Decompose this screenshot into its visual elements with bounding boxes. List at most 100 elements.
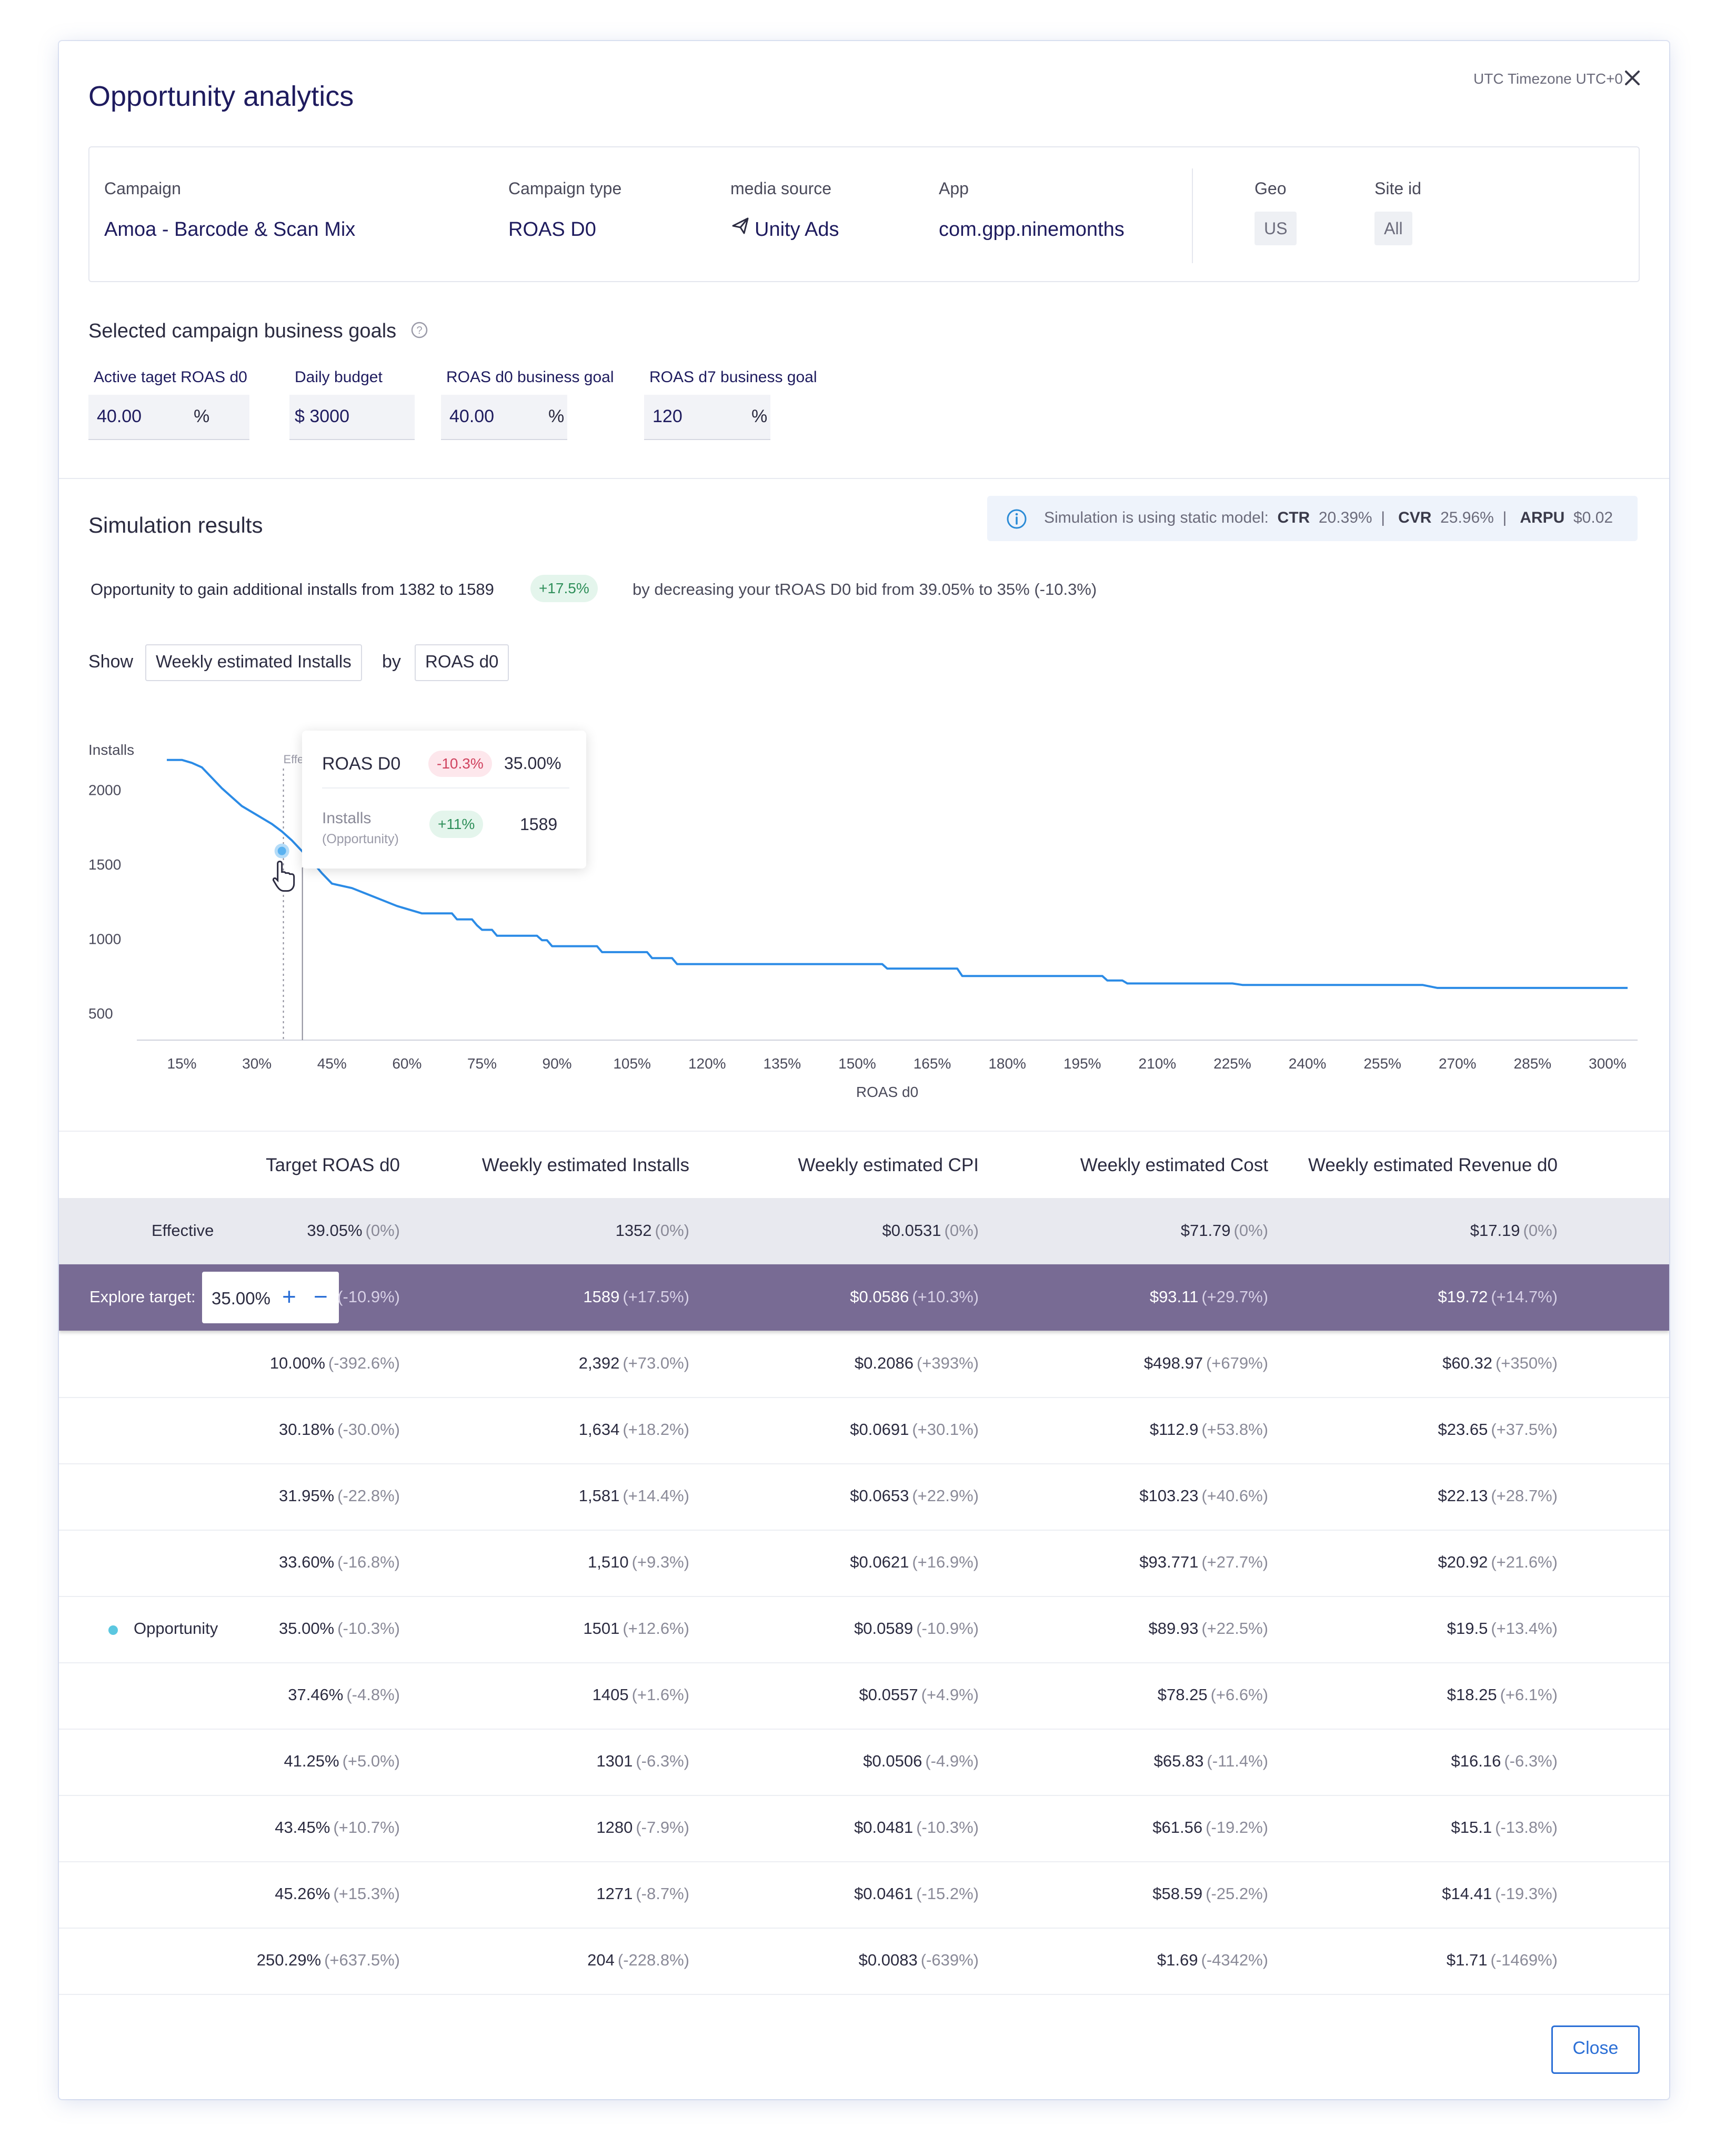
row-label: Opportunity	[134, 1619, 218, 1638]
cell-cost: $78.25 (+6.6%)	[1158, 1685, 1268, 1704]
cell-cost: $58.59 (-25.2%)	[1152, 1884, 1268, 1903]
unity-logo-icon	[730, 216, 750, 241]
cell-value: 1,634	[578, 1420, 620, 1439]
x-tick-label: 120%	[688, 1055, 726, 1072]
cell-change: (+393%)	[916, 1354, 979, 1372]
daily-budget-input[interactable]: $ 3000	[289, 395, 415, 440]
cell-value: $103.23	[1139, 1486, 1199, 1505]
goal-label-roas-d7: ROAS d7 business goal	[649, 368, 817, 386]
table-row[interactable]: 37.46% (-4.8%) 1405 (+1.6%) $0.0557 (+4.9%) $7…	[59, 1662, 1669, 1730]
close-icon[interactable]	[1617, 62, 1648, 94]
cell-value: $1.71	[1446, 1951, 1488, 1969]
cell-value: $0.0621	[850, 1553, 909, 1571]
cell-change: (+15.3%)	[333, 1884, 400, 1903]
x-tick-label: 270%	[1439, 1055, 1477, 1072]
cell-change: (0%)	[944, 1221, 979, 1240]
cell-installs: 1501 (+12.6%)	[583, 1619, 689, 1638]
cell-change: (+350%)	[1495, 1354, 1558, 1372]
row-label: Effective	[152, 1221, 214, 1240]
cell-cpi: $0.0461 (-15.2%)	[854, 1884, 979, 1903]
table-row[interactable]: 43.45% (+10.7%) 1280 (-7.9%) $0.0481 (-10.3%)…	[59, 1795, 1669, 1862]
goal-label-daily-budget: Daily budget	[295, 368, 383, 386]
cell-cpi: $0.0557 (+4.9%)	[859, 1685, 979, 1704]
simulation-title: Simulation results	[88, 513, 263, 537]
cell-revenue: $22.13 (+28.7%)	[1438, 1486, 1558, 1505]
cell-change: (+29.7%)	[1201, 1287, 1268, 1306]
cell-change: (-8.7%)	[636, 1884, 689, 1903]
cell-cost: $112.9 (+53.8%)	[1150, 1420, 1268, 1439]
cell-installs: 1352 (0%)	[616, 1221, 689, 1240]
x-tick-label: 195%	[1063, 1055, 1101, 1072]
cell-value: $15.1	[1451, 1818, 1492, 1836]
col-installs: Weekly estimated Installs	[481, 1155, 689, 1175]
cell-revenue: $14.41 (-19.3%)	[1442, 1884, 1558, 1903]
cell-value: 35.00%	[278, 1619, 335, 1638]
geo-label: Geo	[1255, 179, 1287, 198]
cell-value: 30.18%	[278, 1420, 335, 1439]
tooltip-installs-sub: (Opportunity)	[322, 832, 399, 846]
explore-target-stepper[interactable]: 35.00% + −	[202, 1272, 339, 1323]
table-row[interactable]: 33.60% (-16.8%) 1,510 (+9.3%) $0.0621 (+16.9%…	[59, 1530, 1669, 1597]
installs-series-line	[167, 758, 1628, 989]
cell-value: 1,581	[578, 1486, 620, 1505]
info-icon	[1006, 508, 1027, 534]
cell-revenue: $19.5 (+13.4%)	[1447, 1619, 1558, 1638]
cell-change: (+18.2%)	[623, 1420, 689, 1439]
cell-change: (-228.8%)	[617, 1951, 689, 1969]
cell-target-roas: 33.60% (-16.8%)	[279, 1553, 400, 1572]
cell-value: $93.11	[1149, 1287, 1199, 1306]
media-source-label: media source	[730, 179, 832, 198]
cell-change: (+13.4%)	[1491, 1619, 1558, 1638]
cell-cost: $93.771 (+27.7%)	[1139, 1553, 1268, 1572]
cell-value: 1280	[596, 1818, 633, 1836]
cell-value: $498.97	[1143, 1354, 1203, 1372]
cell-change: (+6.6%)	[1210, 1685, 1268, 1704]
cell-value: $0.2086	[854, 1354, 914, 1372]
opportunity-row[interactable]: Opportunity 35.00% (-10.3%) 1501 (+12.6%) $0.…	[59, 1596, 1669, 1663]
explore-target-input[interactable]: 35.00%	[212, 1289, 270, 1308]
cell-change: (+1.6%)	[631, 1685, 689, 1704]
opportunity-analytics-modal: Opportunity analytics UTC Timezone UTC+0…	[59, 41, 1669, 2099]
simulation-model-banner: Simulation is using static model: CTR 20…	[987, 496, 1638, 541]
cell-change: (-16.8%)	[337, 1553, 400, 1571]
y-tick-label: 2000	[88, 782, 121, 798]
cell-change: (-10.3%)	[337, 1619, 400, 1638]
metric-select[interactable]: Weekly estimated Installs	[145, 644, 362, 681]
cell-change: (+21.6%)	[1491, 1553, 1558, 1571]
goal-label-active-troas: Active taget ROAS d0	[94, 368, 247, 386]
cell-change: (-6.3%)	[1504, 1752, 1558, 1770]
cell-change: (0%)	[365, 1221, 400, 1240]
dimension-select[interactable]: ROAS d0	[415, 644, 509, 681]
close-button[interactable]: Close	[1551, 2025, 1640, 2074]
installs-line-chart: Installs 500 1000 1500 2000 15% 30% 45% 60% 75% 90…	[88, 742, 1638, 1100]
decrement-button[interactable]: −	[314, 1283, 328, 1310]
percent-unit: %	[548, 406, 565, 426]
cell-installs: 2,392 (+73.0%)	[579, 1354, 689, 1373]
cell-value: 45.26%	[275, 1884, 330, 1903]
cell-change: (0%)	[655, 1221, 689, 1240]
table-row[interactable]: 10.00% (-392.6%) 2,392 (+73.0%) $0.2086 (+393…	[59, 1331, 1669, 1398]
active-target-roas-input[interactable]: 40.00 %	[88, 395, 249, 440]
roas-d0-goal-input[interactable]: 40.00 %	[441, 395, 567, 440]
cell-value: $0.0531	[882, 1221, 941, 1240]
cell-change: (+73.0%)	[623, 1354, 689, 1372]
cell-revenue: $17.19 (0%)	[1470, 1221, 1558, 1240]
table-row[interactable]: 30.18% (-30.0%) 1,634 (+18.2%) $0.0691 (+30.1…	[59, 1397, 1669, 1464]
increment-button[interactable]: +	[282, 1283, 296, 1310]
cell-change: (0%)	[1523, 1221, 1558, 1240]
info-divider	[1192, 168, 1193, 263]
cell-change: (+9.3%)	[631, 1553, 689, 1571]
roas-d7-goal-input[interactable]: 120 %	[644, 395, 770, 440]
cell-revenue: $60.32 (+350%)	[1442, 1354, 1558, 1373]
help-icon[interactable]: ?	[410, 321, 428, 342]
cell-target-roas: 43.45% (+10.7%)	[275, 1818, 400, 1837]
y-tick-label: 1000	[88, 931, 121, 947]
cell-revenue: $23.65 (+37.5%)	[1438, 1420, 1558, 1439]
table-row[interactable]: 31.95% (-22.8%) 1,581 (+14.4%) $0.0653 (+22.9…	[59, 1463, 1669, 1531]
table-row[interactable]: 250.29% (+637.5%) 204 (-228.8%) $0.0083 (-639…	[59, 1928, 1669, 1995]
cell-installs: 204 (-228.8%)	[587, 1951, 689, 1970]
tooltip-roas-badge: -10.3%	[428, 751, 492, 777]
cell-target-roas: 250.29% (+637.5%)	[257, 1951, 400, 1970]
table-row[interactable]: 41.25% (+5.0%) 1301 (-6.3%) $0.0506 (-4.9%) $6…	[59, 1729, 1669, 1796]
table-row[interactable]: 45.26% (+15.3%) 1271 (-8.7%) $0.0461 (-15.2%)…	[59, 1861, 1669, 1929]
